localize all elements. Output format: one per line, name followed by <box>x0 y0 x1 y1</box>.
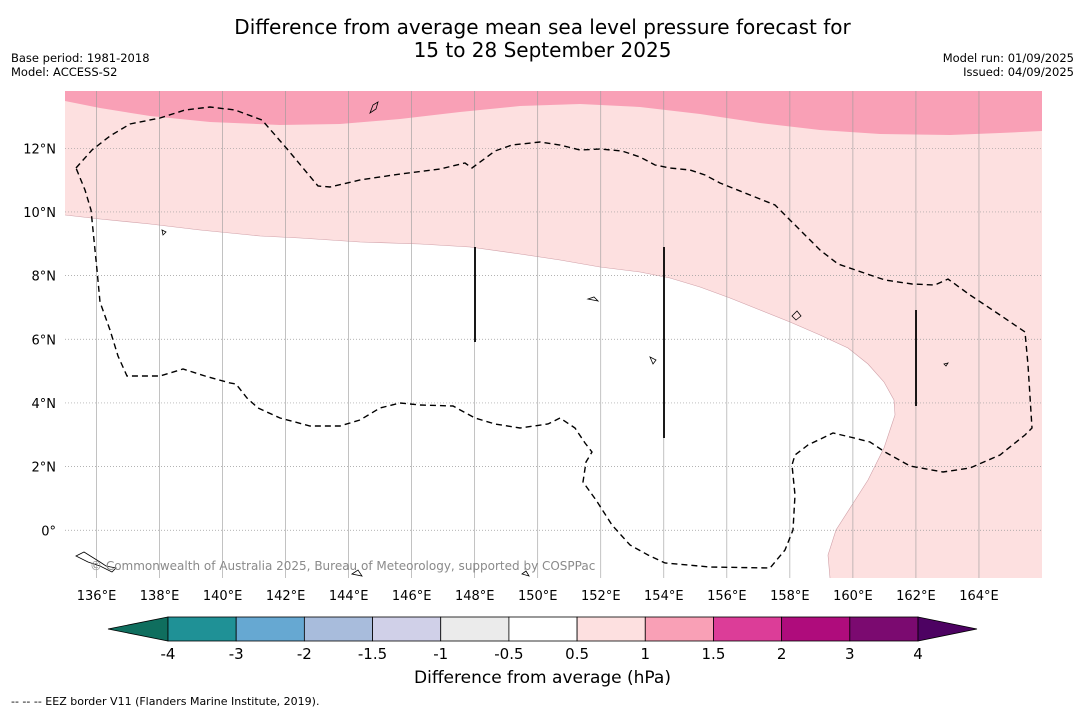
x-tick-label: 140°E <box>203 589 243 604</box>
eez-border-legend: -- -- -- EEZ border V11 (Flanders Marine… <box>11 695 320 708</box>
y-tick-label: 10°N <box>23 206 56 221</box>
x-tick-label: 156°E <box>707 589 747 604</box>
x-tick-label: 144°E <box>329 589 369 604</box>
colorbar-tick-label: 1 <box>640 645 650 663</box>
colorbar-segment-5 <box>508 616 578 642</box>
x-tick-label: 146°E <box>392 589 432 604</box>
x-tick-label: 136°E <box>77 589 117 604</box>
colorbar-tick-label: -3 <box>229 645 244 663</box>
chart-title-line-1: Difference from average mean sea level p… <box>234 15 851 39</box>
colorbar-tick-label: 2 <box>777 645 787 663</box>
colorbar-segment-2 <box>303 616 373 642</box>
colorbar-tick-label: -4 <box>161 645 176 663</box>
copyright-notice: © Commonwealth of Australia 2025, Bureau… <box>90 559 595 573</box>
colorbar-tick-label: 1.5 <box>702 645 726 663</box>
colorbar-segment-10 <box>849 616 919 642</box>
y-tick-label: 4°N <box>32 397 57 412</box>
anomaly-region-0.5-to-1 <box>65 91 1042 578</box>
grid-lines <box>65 91 1042 578</box>
colorbar-tick-label: 3 <box>845 645 855 663</box>
colorbar: -4 -3 -2 -1.5 -1 -0.5 0.5 1 1.5 2 3 4 <box>107 616 978 663</box>
colorbar-tick-label: 4 <box>913 645 923 663</box>
x-tick-label: 162°E <box>896 589 936 604</box>
colorbar-lower-extension <box>107 616 169 642</box>
colorbar-segment-6 <box>576 616 646 642</box>
x-tick-label: 150°E <box>518 589 558 604</box>
y-tick-label: 12°N <box>23 142 56 157</box>
y-axis-ticks: 0° 2°N 4°N 6°N 8°N 10°N 12°N <box>23 142 56 539</box>
colorbar-segment-3 <box>372 616 442 642</box>
eez-border-line <box>75 106 1033 569</box>
colorbar-segment-4 <box>440 616 510 642</box>
colorbar-segment-0 <box>167 616 237 642</box>
colorbar-upper-extension <box>917 616 978 642</box>
x-tick-label: 160°E <box>833 589 873 604</box>
y-tick-label: 0° <box>41 524 56 539</box>
colorbar-label: Difference from average (hPa) <box>414 668 671 688</box>
x-tick-label: 158°E <box>770 589 810 604</box>
x-tick-label: 152°E <box>581 589 621 604</box>
anomaly-contour-0.5 <box>65 214 896 578</box>
issued-text: Issued: 04/09/2025 <box>963 65 1074 79</box>
model-run-text: Model run: 01/09/2025 <box>942 51 1074 65</box>
anomaly-region-1-to-1.5 <box>65 91 1042 135</box>
base-period-text: Base period: 1981-2018 <box>11 51 150 65</box>
island-outlines <box>75 101 949 577</box>
model-text: Model: ACCESS-S2 <box>11 65 118 79</box>
y-tick-label: 6°N <box>32 333 57 348</box>
x-tick-label: 164°E <box>959 589 999 604</box>
x-axis-ticks: 136°E 138°E 140°E 142°E 144°E 146°E 148°E 150°E… <box>77 589 999 604</box>
y-tick-label: 2°N <box>32 461 57 476</box>
x-tick-label: 142°E <box>266 589 306 604</box>
y-tick-label: 8°N <box>32 270 57 285</box>
colorbar-segment-1 <box>235 616 305 642</box>
colorbar-segment-7 <box>644 616 714 642</box>
chart-title-line-2: 15 to 28 September 2025 <box>413 38 672 62</box>
colorbar-segment-9 <box>781 616 851 642</box>
x-tick-label: 138°E <box>140 589 180 604</box>
colorbar-tick-label: 0.5 <box>565 645 589 663</box>
colorbar-tick-label: -2 <box>297 645 312 663</box>
colorbar-tick-label: -1.5 <box>358 645 387 663</box>
x-tick-label: 148°E <box>455 589 495 604</box>
colorbar-tick-label: -0.5 <box>494 645 523 663</box>
colorbar-tick-label: -1 <box>433 645 448 663</box>
x-tick-label: 154°E <box>644 589 684 604</box>
colorbar-segment-8 <box>713 616 783 642</box>
